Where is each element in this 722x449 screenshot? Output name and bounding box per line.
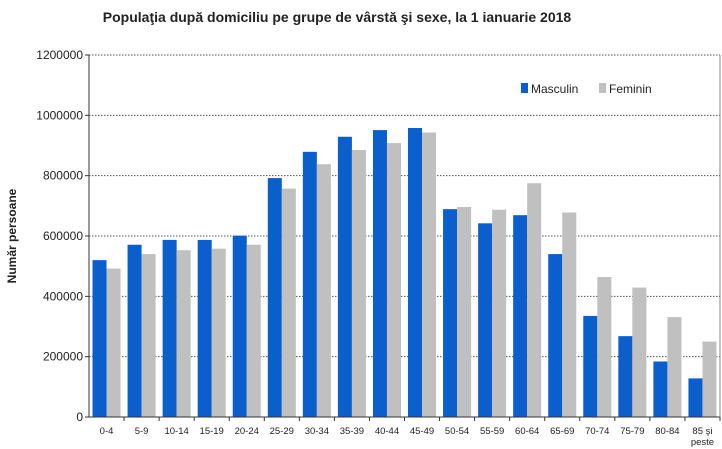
bar-masculin: [372, 130, 387, 418]
x-tick-label: 5-9: [135, 426, 149, 437]
y-tick-label: 800000: [43, 169, 83, 183]
bar-masculin: [653, 361, 668, 417]
x-tick-label: 70-74: [585, 426, 609, 437]
x-tick-label: 40-44: [375, 426, 399, 437]
y-tick-label: 1000000: [36, 108, 83, 122]
bar-feminin: [211, 248, 226, 417]
x-tick-label: 0-4: [100, 426, 114, 437]
bar-masculin: [688, 378, 703, 417]
x-tick-label: 25-29: [270, 426, 294, 437]
bar-masculin: [162, 239, 177, 417]
bar-feminin: [176, 250, 191, 417]
bar-masculin: [197, 239, 212, 417]
bar-masculin: [478, 223, 493, 417]
bar-feminin: [457, 207, 472, 417]
bar-masculin: [548, 254, 563, 417]
bar-feminin: [632, 287, 647, 417]
bar-feminin: [667, 317, 682, 417]
bar-feminin: [281, 188, 296, 417]
bar-masculin: [583, 315, 598, 417]
y-tick-label: 1200000: [36, 48, 83, 62]
x-tick-label: 15-19: [200, 426, 224, 437]
x-tick-label: 35-39: [340, 426, 364, 437]
x-tick-label: 85 şi peste: [691, 426, 714, 448]
x-tick-label: 60-64: [515, 426, 539, 437]
x-tick-label: 65-69: [550, 426, 574, 437]
bar-feminin: [106, 268, 121, 417]
bar-masculin: [267, 178, 282, 417]
x-tick-label: 55-59: [480, 426, 504, 437]
legend-swatch-feminin: [599, 83, 606, 93]
x-tick-label: 30-34: [305, 426, 329, 437]
x-tick-label: 45-49: [410, 426, 434, 437]
bar-masculin: [408, 128, 423, 417]
x-tick-label: 20-24: [235, 426, 259, 437]
y-tick-label: 200000: [43, 350, 83, 364]
y-axis-label: Număr persoane: [5, 188, 19, 283]
bar-masculin: [513, 215, 528, 417]
bar-feminin: [597, 277, 612, 417]
bar-masculin: [337, 136, 352, 418]
x-tick-label: 50-54: [445, 426, 469, 437]
y-tick-label: 0: [76, 410, 83, 424]
bar-feminin: [527, 183, 542, 417]
bar-masculin: [618, 336, 633, 417]
bar-feminin: [422, 132, 437, 418]
bar-feminin: [562, 212, 577, 417]
bar-masculin: [443, 209, 458, 417]
bar-feminin: [351, 150, 366, 417]
bar-feminin: [316, 164, 331, 417]
bar-feminin: [702, 341, 717, 417]
bar-feminin: [492, 209, 507, 417]
bar-masculin: [127, 244, 142, 417]
legend-label-masculin: Masculin: [531, 82, 578, 96]
legend-label-feminin: Feminin: [609, 82, 652, 96]
y-tick-label: 600000: [43, 229, 83, 243]
x-tick-label: 80-84: [655, 426, 679, 437]
bar-masculin: [232, 235, 247, 417]
bar-feminin: [386, 143, 401, 417]
bar-feminin: [141, 254, 156, 417]
legend: Masculin Feminin: [521, 82, 652, 96]
chart-title: Populaţia după domiciliu pe grupe de vâr…: [103, 9, 572, 25]
x-tick-label: 75-79: [620, 426, 644, 437]
y-tick-label: 400000: [43, 289, 83, 303]
bar-feminin: [246, 244, 261, 417]
legend-swatch-masculin: [521, 83, 528, 93]
bar-masculin: [92, 260, 107, 417]
bar-masculin: [302, 151, 317, 417]
x-tick-label: 10-14: [164, 426, 188, 437]
